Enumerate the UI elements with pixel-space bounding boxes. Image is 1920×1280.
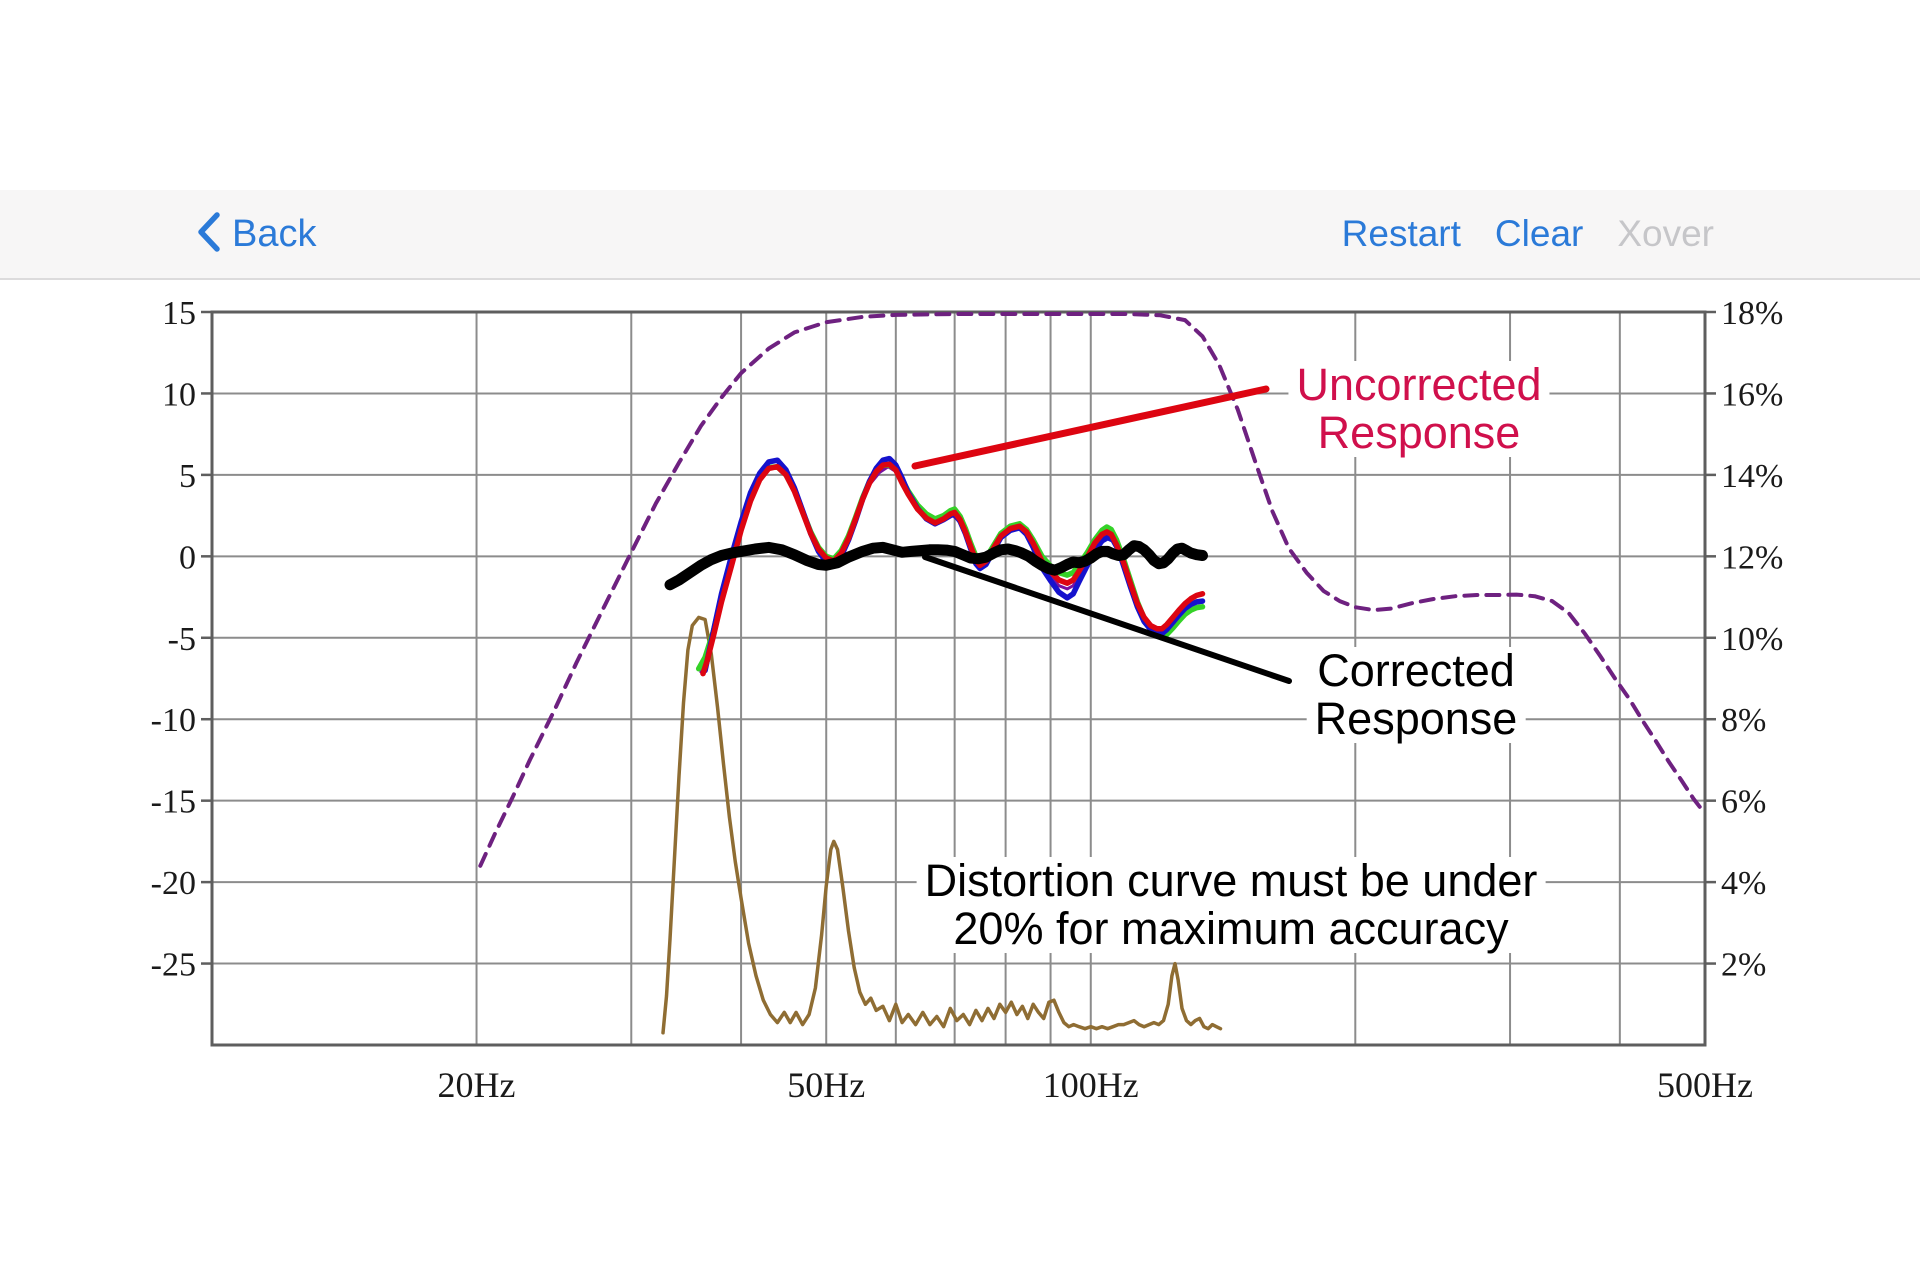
svg-text:-20: -20 xyxy=(151,865,196,902)
nav-actions: Restart Clear Xover xyxy=(1342,190,1714,278)
xover-button[interactable]: Xover xyxy=(1617,213,1714,254)
svg-text:-15: -15 xyxy=(151,784,196,821)
svg-text:50Hz: 50Hz xyxy=(787,1065,865,1105)
corrected-label-pointer xyxy=(922,554,1292,684)
chevron-left-icon xyxy=(196,210,222,259)
svg-text:2%: 2% xyxy=(1721,947,1766,984)
clear-button[interactable]: Clear xyxy=(1494,213,1584,254)
svg-text:18%: 18% xyxy=(1721,295,1783,332)
svg-text:0: 0 xyxy=(179,539,196,576)
back-button[interactable]: Back xyxy=(196,190,316,278)
axis-labels: 15 10 5 0 -5 -10 -15 -20 -25 18% 16% 14% 12% 10% 8% 6% 4… xyxy=(151,295,1784,1105)
series-corrected-black xyxy=(664,540,1208,591)
svg-text:10: 10 xyxy=(162,376,196,413)
series-sweep-envelope xyxy=(478,312,1707,868)
uncorrected-response-label: Uncorrected Response xyxy=(1288,361,1550,457)
svg-text:16%: 16% xyxy=(1721,376,1783,413)
distortion-note-label: Distortion curve must be under 20% for m… xyxy=(916,857,1546,953)
svg-text:500Hz: 500Hz xyxy=(1657,1065,1753,1105)
svg-text:100Hz: 100Hz xyxy=(1043,1065,1139,1105)
svg-text:20Hz: 20Hz xyxy=(438,1065,516,1105)
svg-text:6%: 6% xyxy=(1721,784,1766,821)
svg-text:-5: -5 xyxy=(168,621,196,658)
navigation-bar: Back Restart Clear Xover xyxy=(0,190,1920,280)
svg-text:-10: -10 xyxy=(151,702,196,739)
axis-ticks xyxy=(201,310,1716,965)
restart-button[interactable]: Restart xyxy=(1341,213,1461,254)
series-distortion xyxy=(661,615,1223,1035)
svg-text:4%: 4% xyxy=(1721,865,1766,902)
svg-text:5: 5 xyxy=(179,458,196,495)
svg-text:-25: -25 xyxy=(151,947,196,984)
corrected-response-label: Corrected Response xyxy=(1306,647,1526,743)
svg-text:12%: 12% xyxy=(1721,539,1783,576)
back-button-label: Back xyxy=(232,212,317,255)
uncorrected-label-pointer xyxy=(911,385,1270,470)
svg-text:15: 15 xyxy=(162,295,196,332)
svg-text:8%: 8% xyxy=(1721,702,1766,739)
series-uncorrected-red xyxy=(700,461,1206,677)
svg-text:10%: 10% xyxy=(1721,621,1783,658)
svg-text:14%: 14% xyxy=(1721,458,1783,495)
